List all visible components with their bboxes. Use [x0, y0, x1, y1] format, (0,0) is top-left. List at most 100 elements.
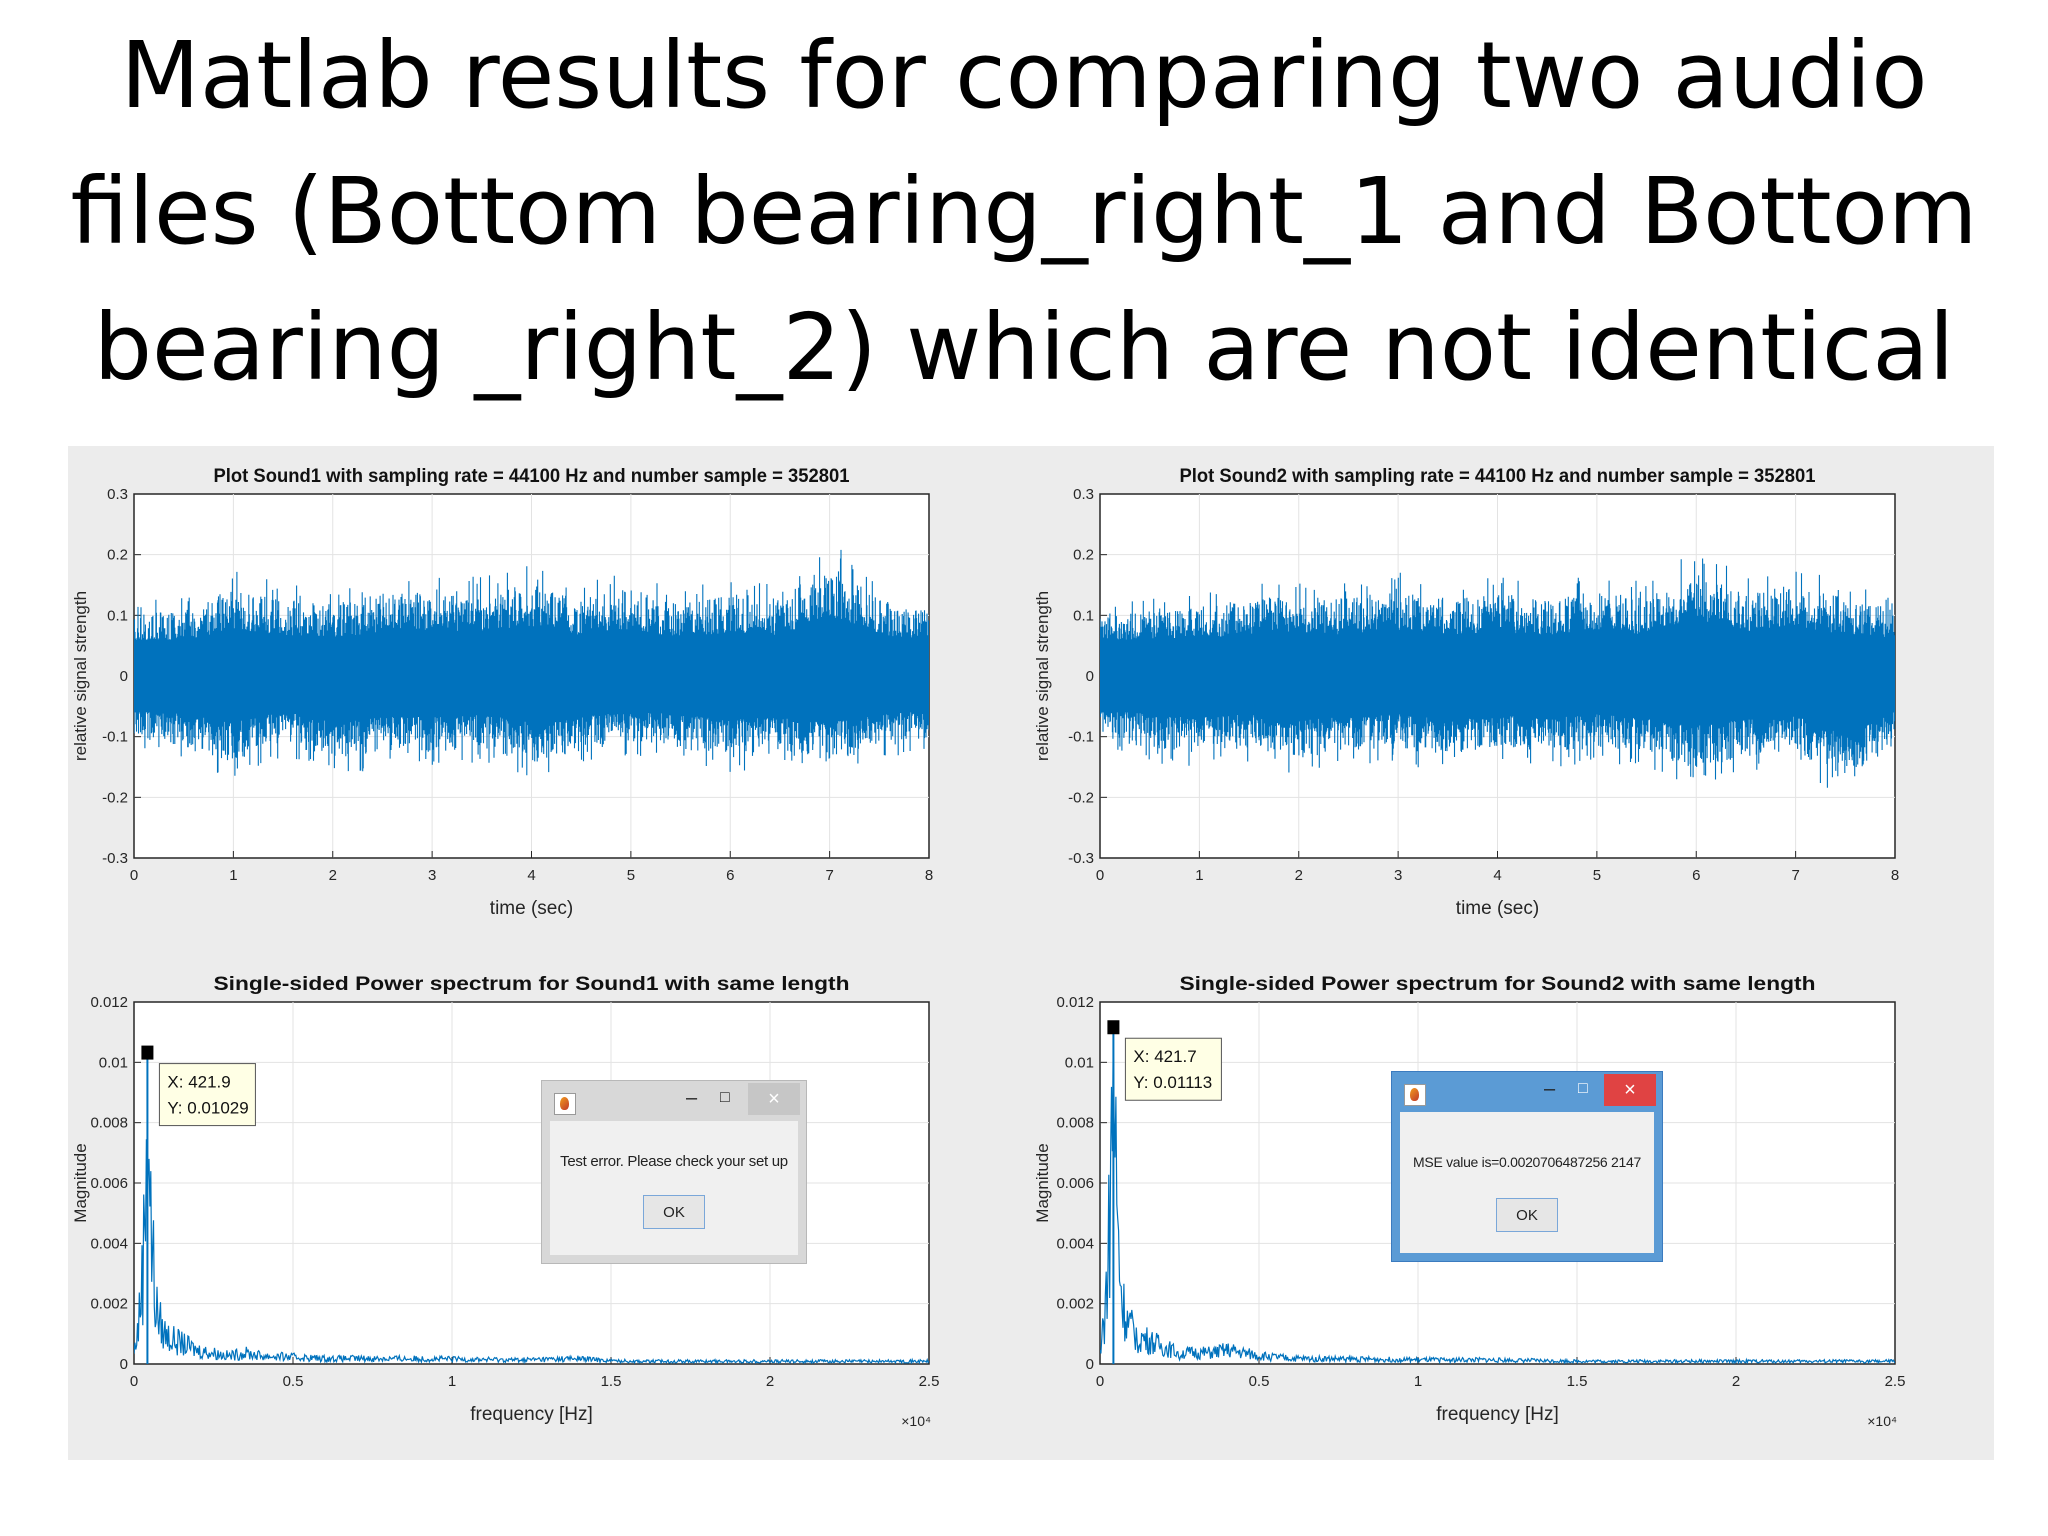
- y-tick-label: 0.012: [90, 994, 128, 1011]
- spectrum-line: [134, 1139, 929, 1364]
- x-tick-label: 5: [1593, 867, 1601, 884]
- error-dialog[interactable]: – □ × Test error. Please check your set …: [541, 1080, 807, 1264]
- x-tick-label: 4: [527, 867, 535, 884]
- y-tick-label: 0.002: [1056, 1296, 1094, 1313]
- ok-button[interactable]: OK: [643, 1195, 705, 1229]
- maximize-icon[interactable]: □: [1578, 1080, 1588, 1097]
- close-icon[interactable]: ×: [748, 1083, 800, 1115]
- x-tick-label: 1: [1195, 867, 1203, 884]
- datatip-y: Y: 0.01029: [167, 1099, 248, 1118]
- y-tick-label: 0.3: [1073, 486, 1094, 503]
- y-tick-label: 0.006: [1056, 1175, 1094, 1192]
- y-tick-label: -0.2: [1068, 789, 1094, 806]
- x-exponent-label: ×10⁴: [1867, 1413, 1897, 1429]
- close-icon[interactable]: ×: [1604, 1074, 1656, 1106]
- waveform-positive: [1100, 558, 1895, 676]
- chart-title: Plot Sound1 with sampling rate = 44100 H…: [214, 466, 850, 487]
- y-tick-label: 0: [120, 668, 128, 685]
- x-tick-label: 5: [627, 867, 635, 884]
- y-tick-label: 0.01: [99, 1054, 128, 1071]
- x-tick-label: 7: [825, 867, 833, 884]
- x-tick-label: 2: [1732, 1373, 1740, 1390]
- mse-dialog-titlebar[interactable]: – □ ×: [1392, 1072, 1662, 1112]
- y-tick-label: -0.1: [1068, 729, 1094, 746]
- waveform-series: [134, 549, 929, 776]
- x-tick-label: 3: [428, 867, 436, 884]
- x-tick-label: 0.5: [1249, 1373, 1270, 1390]
- x-tick-label: 0.5: [283, 1373, 304, 1390]
- x-tick-label: 1: [229, 867, 237, 884]
- y-tick-label: 0.012: [1056, 994, 1094, 1011]
- x-tick-label: 2: [1295, 867, 1303, 884]
- x-exponent-label: ×10⁴: [901, 1413, 931, 1429]
- mse-message: MSE value is=0.0020706487256 2147: [1413, 1154, 1641, 1170]
- x-tick-label: 3: [1394, 867, 1402, 884]
- minimize-icon[interactable]: –: [1544, 1078, 1556, 1100]
- x-tick-label: 6: [1692, 867, 1700, 884]
- datatip-marker: [1107, 1020, 1120, 1035]
- x-tick-label: 1: [448, 1373, 456, 1390]
- mse-dialog-body: MSE value is=0.0020706487256 2147 OK: [1400, 1112, 1654, 1253]
- sound2-spectrum-plot: 0 0.5 1 1.5 2 2.5 0.012 0.01 0.008 0.006 0.004 0.00…: [1033, 974, 1906, 1429]
- datatip-marker: [141, 1045, 154, 1060]
- sound1-time-plot: 0 1 2 3 4 5 6 7 8 0.3 0.2 0.1 0 -0.1 -0.2 -0.3 Plot Soun…: [71, 466, 933, 919]
- slide-title: Matlab results for comparing two audio f…: [40, 8, 2008, 416]
- spectrum-line: [1100, 1035, 1895, 1364]
- datatip-y: Y: 0.01113: [1133, 1073, 1212, 1092]
- x-tick-label: 6: [726, 867, 734, 884]
- x-axis-label: frequency [Hz]: [1436, 1404, 1559, 1425]
- datatip-x: X: 421.9: [167, 1073, 230, 1092]
- y-tick-label: 0.2: [107, 547, 128, 564]
- waveform-series: [1100, 558, 1895, 788]
- waveform-positive: [134, 549, 929, 676]
- x-tick-label: 1: [1414, 1373, 1422, 1390]
- y-tick-label: -0.1: [102, 729, 128, 746]
- waveform-negative: [134, 676, 929, 776]
- waveform-negative: [1100, 676, 1895, 788]
- x-tick-label: 0: [130, 867, 138, 884]
- x-tick-label: 2: [766, 1373, 774, 1390]
- sound2-time-plot: 0 1 2 3 4 5 6 7 8 0.3 0.2 0.1 0 -0.1 -0.2 -0.3 Plot Soun…: [1033, 466, 1899, 919]
- x-tick-label: 0: [130, 1373, 138, 1390]
- matlab-icon: [554, 1093, 576, 1115]
- y-tick-label: 0.2: [1073, 547, 1094, 564]
- ok-button[interactable]: OK: [1496, 1198, 1558, 1232]
- y-tick-label: 0.004: [90, 1235, 128, 1252]
- y-tick-label: 0.1: [107, 607, 128, 624]
- y-tick-label: 0: [1086, 668, 1094, 685]
- y-tick-label: -0.3: [1068, 850, 1094, 867]
- error-dialog-titlebar[interactable]: – □ ×: [542, 1081, 806, 1121]
- x-axis-label: frequency [Hz]: [470, 1404, 593, 1425]
- y-tick-label: 0.006: [90, 1175, 128, 1192]
- x-tick-label: 2.5: [919, 1373, 940, 1390]
- spectrum-series: [1100, 1028, 1895, 1364]
- y-tick-label: 0.01: [1065, 1054, 1094, 1071]
- y-tick-label: -0.2: [102, 789, 128, 806]
- y-tick-label: 0: [120, 1356, 128, 1373]
- x-tick-label: 0: [1096, 867, 1104, 884]
- y-tick-label: 0.1: [1073, 607, 1094, 624]
- title-line-3: bearing _right_2) which are not identica…: [93, 294, 1955, 401]
- chart-title: Single-sided Power spectrum for Sound1 w…: [214, 974, 850, 995]
- mse-dialog[interactable]: – □ × MSE value is=0.0020706487256 2147 …: [1391, 1071, 1663, 1262]
- y-axis-label: Magnitude: [71, 1143, 90, 1222]
- x-axis-label: time (sec): [490, 898, 573, 919]
- chart-title: Plot Sound2 with sampling rate = 44100 H…: [1180, 466, 1816, 487]
- title-line-2: files (Bottom bearing_right_1 and Bottom: [70, 158, 1978, 265]
- x-tick-label: 0: [1096, 1373, 1104, 1390]
- maximize-icon[interactable]: □: [720, 1089, 730, 1106]
- datatip-box: [1124, 1037, 1222, 1101]
- y-axis-label: Magnitude: [1033, 1143, 1052, 1222]
- minimize-icon[interactable]: –: [686, 1087, 698, 1109]
- x-tick-label: 2.5: [1885, 1373, 1906, 1390]
- y-tick-label: 0.002: [90, 1296, 128, 1313]
- x-tick-label: 1.5: [601, 1373, 622, 1390]
- x-tick-label: 8: [1891, 867, 1899, 884]
- y-axis-label: relative signal strength: [1033, 591, 1052, 761]
- y-tick-label: 0.004: [1056, 1235, 1094, 1252]
- title-line-1: Matlab results for comparing two audio: [120, 22, 1928, 129]
- x-axis-label: time (sec): [1456, 898, 1539, 919]
- y-tick-label: 0.008: [90, 1115, 128, 1132]
- y-tick-label: 0.3: [107, 486, 128, 503]
- y-tick-label: 0.008: [1056, 1115, 1094, 1132]
